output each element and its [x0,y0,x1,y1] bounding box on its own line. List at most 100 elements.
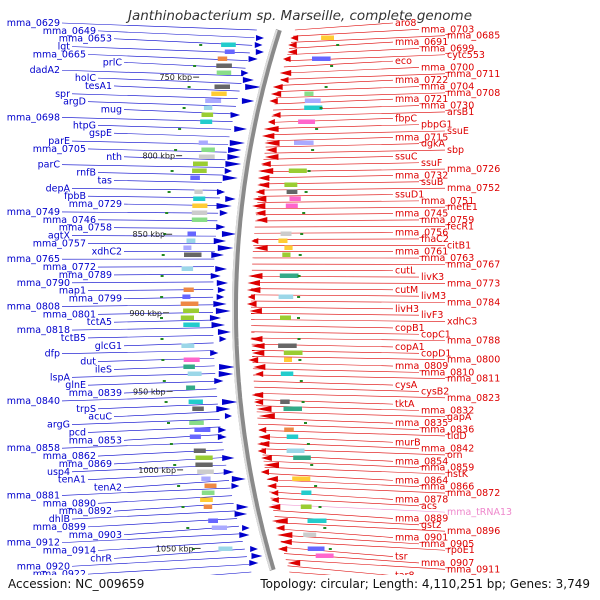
gene-label[interactable]: livK3 [421,272,444,283]
gene-label[interactable]: rnfB [76,168,96,179]
gene-label[interactable]: mma_0835 [395,418,448,429]
gene-label[interactable]: mma_0859 [421,463,474,474]
gene-label[interactable]: sbp [447,145,464,156]
gene-label[interactable]: mma_0773 [447,278,500,289]
gene-label[interactable]: gapA [447,412,472,423]
gene-label[interactable]: mma_0745 [395,209,448,220]
gene-label[interactable]: mma_tRNA13 [447,507,512,518]
gene-label[interactable]: mma_0800 [447,355,500,366]
gene-label[interactable]: mma_0729 [69,199,122,210]
gene-label[interactable]: mma_0730 [421,101,474,112]
gene-label[interactable]: mma_0869 [59,459,112,470]
gene-label[interactable]: mma_0836 [421,425,474,436]
gene-label[interactable]: orn [447,450,463,461]
gene-label[interactable]: mma_0889 [395,513,448,524]
gene-label[interactable]: mma_0767 [447,259,500,270]
gene-label[interactable]: gst2 [421,520,442,531]
gene-label[interactable]: xdhC3 [447,317,477,328]
gene-label[interactable]: mma_0711 [447,69,500,80]
gene-label[interactable]: mma_0763 [421,253,474,264]
gene-label[interactable]: mma_0799 [69,294,122,305]
gene-label[interactable]: mma_0703 [421,24,474,35]
gene-label[interactable]: mma_0758 [59,223,112,234]
gene-label[interactable]: mma_0759 [421,215,474,226]
gene-label[interactable]: mma_0722 [395,75,448,86]
gene-label[interactable]: mma_0854 [395,456,448,467]
gene-label[interactable]: mma_0899 [33,522,86,533]
gene-label[interactable]: htpG [73,120,96,131]
gene-label[interactable]: lgt [58,42,71,53]
gene-label[interactable]: mma_0901 [395,533,448,544]
gene-label[interactable]: mma_0922 [33,569,86,580]
gene-label[interactable]: depA [46,183,71,194]
gene-label[interactable]: mma_0704 [421,82,474,93]
gene-label[interactable]: glcG1 [95,341,122,352]
gene-label[interactable]: argD [63,97,86,108]
gene-label[interactable]: copC1 [421,329,451,340]
gene-label[interactable]: ssuD1 [395,190,424,201]
gene-label[interactable]: mma_0818 [17,325,70,336]
gene-label[interactable]: cytc553 [447,50,485,61]
gene-label[interactable]: mma_0912 [7,538,60,549]
gene-label[interactable]: mma_0911 [447,564,500,575]
gene-label[interactable]: ssuC [395,151,418,162]
gene-label[interactable]: mma_0691 [395,37,448,48]
gene-label[interactable]: prlC [103,57,123,68]
gene-label[interactable]: map1 [59,286,86,297]
gene-label[interactable]: mma_0789 [59,270,112,281]
gene-label[interactable]: glnE [65,380,86,391]
gene-label[interactable]: mma_0732 [395,170,448,181]
gene-label[interactable]: mma_0881 [7,490,60,501]
gene-label[interactable]: eco [395,56,412,67]
gene-label[interactable]: livH3 [395,304,419,315]
gene-label[interactable]: mma_0705 [33,144,86,155]
gene-label[interactable]: mma_0649 [43,26,96,37]
gene-label[interactable]: nth [106,152,122,163]
gene-label[interactable]: mma_0629 [7,18,60,29]
gene-label[interactable]: mma_0896 [447,526,500,537]
gene-label[interactable]: ssuF [421,158,442,169]
gene-label[interactable]: ssuE [447,126,469,137]
gene-label[interactable]: mma_0726 [447,164,500,175]
gene-label[interactable]: mug [101,105,122,116]
gene-label[interactable]: mma_0721 [395,94,448,105]
gene-label[interactable]: mma_0858 [7,443,60,454]
gene-label[interactable]: pcd [69,427,86,438]
gene-label[interactable]: arsB1 [447,107,474,118]
gene-label[interactable]: mma_0765 [7,254,60,265]
gene-label[interactable]: mma_0840 [7,396,60,407]
gene-label[interactable]: mma_0761 [395,247,448,258]
gene-label[interactable]: tenA1 [58,475,86,486]
gene-label[interactable]: mma_0749 [7,207,60,218]
gene-label[interactable]: mma_0832 [421,405,474,416]
gene-label[interactable]: mma_0757 [33,238,86,249]
gene-label[interactable]: hstK [447,469,469,480]
gene-label[interactable]: mma_0842 [421,444,474,455]
gene-label[interactable]: mma_0920 [17,561,70,572]
gene-label[interactable]: mma_0788 [447,336,500,347]
gene-label[interactable]: acs [421,501,437,512]
gene-label[interactable]: mma_0892 [59,506,112,517]
gene-label[interactable]: mma_0811 [447,374,500,385]
gene-label[interactable]: mma_0715 [395,132,448,143]
gene-label[interactable]: mma_0905 [421,539,474,550]
gene-label[interactable]: mma_0872 [447,488,500,499]
gene-label[interactable]: usp4 [47,467,70,478]
gene-label[interactable]: mma_0866 [421,482,474,493]
gene-label[interactable]: acuC [88,412,112,423]
gene-label[interactable]: parE [48,136,70,147]
gene-label[interactable]: fpbB [64,191,86,202]
gene-label[interactable]: tas [98,175,113,186]
gene-label[interactable]: aro8 [395,18,416,29]
gene-label[interactable]: copD1 [421,348,451,359]
gene-label[interactable]: tenA2 [94,483,122,494]
gene-label[interactable]: mma_0698 [7,112,60,123]
gene-label[interactable]: mma_0801 [43,309,96,320]
gene-label[interactable]: lspA [50,372,71,383]
gene-label[interactable]: mma_0809 [395,361,448,372]
gene-label[interactable]: tldD [447,431,467,442]
gene-label[interactable]: mma_0914 [43,546,96,557]
gene-label[interactable]: mma_0700 [421,62,474,73]
gene-label[interactable]: cysA [395,380,418,391]
gene-label[interactable]: gspE [89,128,112,139]
